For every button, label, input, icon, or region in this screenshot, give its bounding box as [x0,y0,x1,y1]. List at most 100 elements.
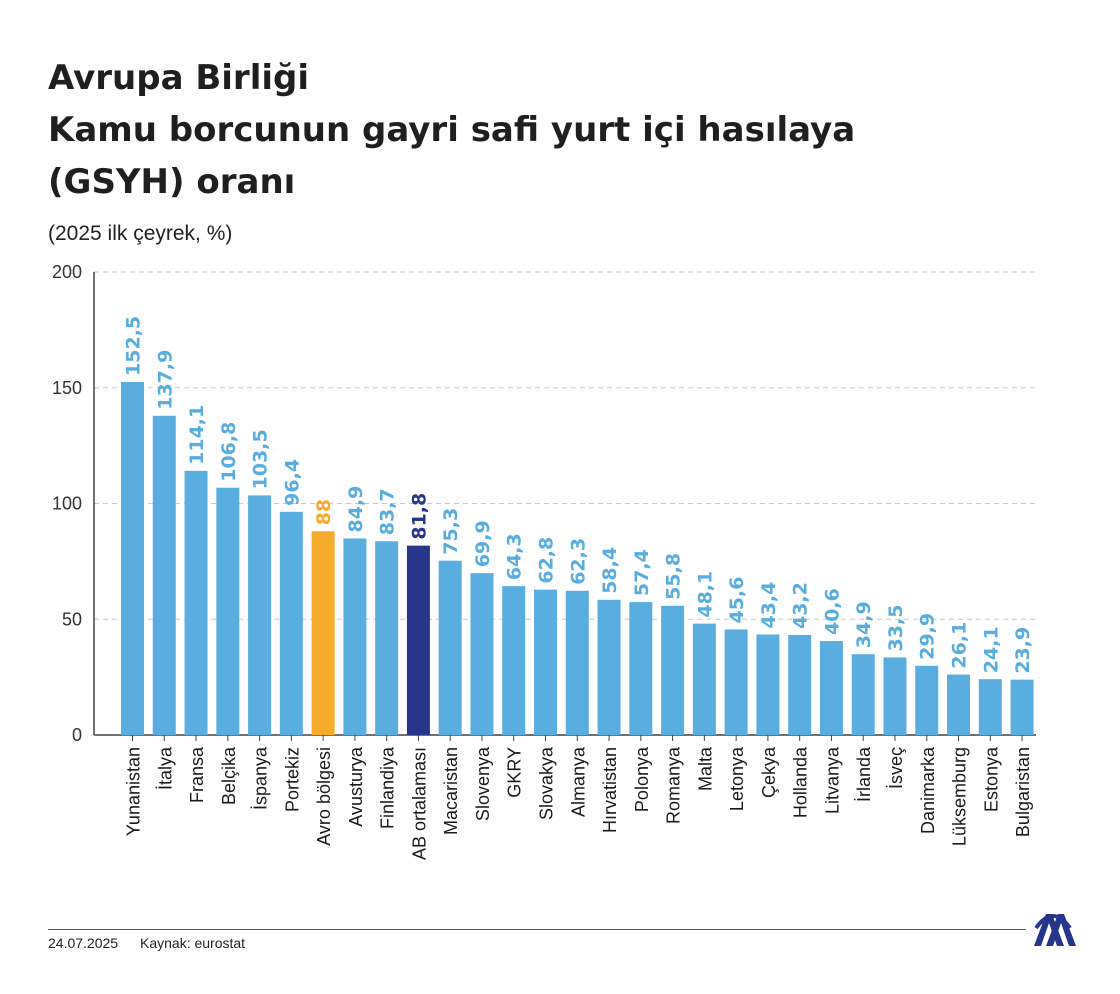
bar-9 [406,545,430,735]
value-label-17: 55,8 [663,553,685,600]
value-label-0: 152,5 [123,316,145,376]
value-label-5: 96,4 [281,459,303,506]
footer-divider [48,929,1026,930]
value-label-15: 58,4 [599,547,621,594]
y-tick-label-50: 50 [62,609,82,629]
bar-14 [565,590,589,735]
bar-0 [121,381,144,735]
chart-subtitle: (2025 ilk çeyrek, %) [48,222,233,245]
value-label-27: 24,1 [980,626,1002,673]
bar-12 [502,586,526,735]
bar-16 [629,602,653,735]
value-label-24: 33,5 [885,605,907,652]
category-label-4: İspanya [251,746,271,810]
bar-26 [947,674,971,735]
category-label-16: Polonya [632,746,652,812]
value-label-3: 106,8 [218,422,240,482]
category-label-21: Hollanda [791,746,811,818]
bar-13 [534,589,558,735]
category-label-15: Hırvatistan [600,747,620,833]
title-line-2: Kamu borcunun gayri safi yurt içi hasıla… [48,110,856,150]
value-label-18: 48,1 [694,571,716,618]
value-label-10: 75,3 [440,508,462,555]
category-label-9: AB ortalaması [409,747,429,860]
category-label-13: Slovakya [537,746,557,820]
value-label-13: 62,8 [536,537,558,584]
bar-23 [851,654,875,735]
aa-logo-icon [1034,914,1076,946]
footer-date: 24.07.2025 [48,935,119,951]
bar-22 [819,641,843,735]
value-label-25: 29,9 [917,613,939,660]
category-label-18: Malta [695,746,715,791]
bar-5 [279,511,303,735]
category-label-12: GKRY [505,747,525,798]
value-label-16: 57,4 [631,549,653,596]
category-label-8: Finlandiya [378,746,398,829]
bar-10 [438,560,462,735]
bar-4 [248,495,272,735]
category-label-3: Belçika [219,746,239,805]
title-line-1: Avrupa Birliği [48,58,309,98]
value-label-7: 84,9 [345,486,367,533]
bar-20 [756,634,780,735]
category-label-14: Almanya [568,746,588,817]
value-label-6: 88 [313,499,335,525]
value-label-1: 137,9 [154,350,176,410]
bar-8 [375,541,399,735]
bar-27 [978,679,1002,735]
bar-25 [915,665,939,735]
category-label-25: Danimarka [918,746,938,834]
category-label-5: Portekiz [282,747,302,812]
category-label-20: Çekya [759,746,779,798]
value-label-28: 23,9 [1012,627,1034,674]
category-label-24: İsveç [886,747,906,789]
category-label-6: Avro bölgesi [314,747,334,846]
value-label-9: 81,8 [408,493,430,540]
value-label-12: 64,3 [504,533,526,580]
category-label-11: Slovenya [473,746,493,821]
title-line-3: (GSYH) oranı [48,162,296,202]
value-label-23: 34,9 [853,601,875,648]
value-label-26: 26,1 [949,622,971,669]
bar-11 [470,573,494,735]
bar-1 [152,415,176,735]
y-tick-label-150: 150 [52,378,82,398]
category-label-27: Estonya [981,746,1001,812]
category-label-22: Litvanya [822,746,842,814]
bar-18 [692,623,716,735]
value-label-22: 40,6 [821,588,843,635]
bar-19 [724,629,748,735]
bar-2 [184,470,208,735]
category-label-26: Lüksemburg [950,747,970,846]
bar-21 [788,634,812,735]
value-label-21: 43,2 [790,582,812,629]
value-label-4: 103,5 [250,429,272,489]
bar-6 [311,531,335,735]
value-label-19: 45,6 [726,577,748,624]
bar-17 [661,605,685,735]
chart-title: Avrupa Birliği Kamu borcunun gayri safi … [48,52,1048,208]
category-label-17: Romanya [664,746,684,824]
value-label-8: 83,7 [377,488,399,535]
bar-3 [216,487,240,735]
bar-28 [1010,679,1034,735]
category-label-1: İtalya [155,746,175,790]
category-label-0: Yunanistan [124,747,144,836]
category-label-23: İrlanda [854,746,874,802]
y-tick-label-100: 100 [52,494,82,514]
value-label-14: 62,3 [567,538,589,585]
value-label-2: 114,1 [186,405,208,465]
value-label-20: 43,4 [758,582,780,629]
category-label-19: Letonya [727,746,747,811]
bar-24 [883,657,907,735]
y-tick-label-200: 200 [52,262,82,282]
category-label-7: Avusturya [346,746,366,827]
value-label-11: 69,9 [472,520,494,567]
bar-15 [597,599,621,735]
bar-7 [343,538,367,735]
category-label-2: Fransa [187,746,207,803]
footer-source: Kaynak: eurostat [140,935,246,951]
category-label-28: Bulgaristan [1013,747,1033,837]
